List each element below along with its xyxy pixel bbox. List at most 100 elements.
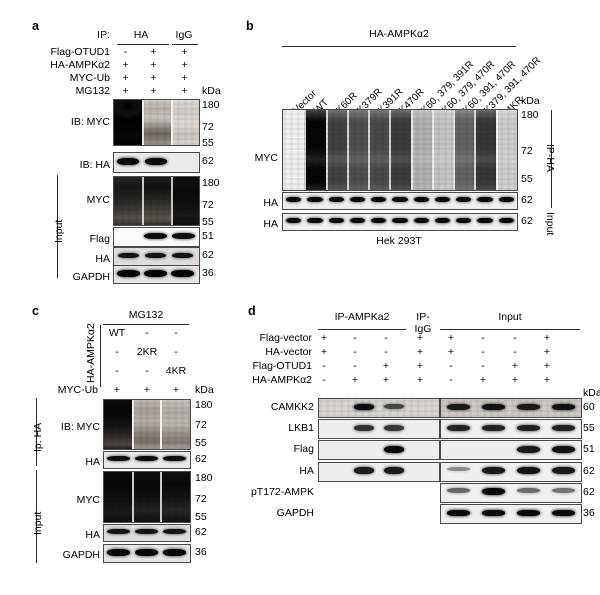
panel-c-construct-divider	[100, 325, 102, 387]
panel-a-marker-flag-51: 51	[202, 230, 214, 242]
panel-d-row-label-3: HA	[299, 464, 314, 477]
panel-b-myc-lane-6	[410, 110, 432, 190]
panel-d-treat-0-3: +	[416, 332, 424, 344]
panel-b-group-underline	[282, 46, 516, 48]
panel-a-ip-group-ha: HA	[133, 29, 149, 41]
panel-d-treat-1-7: +	[543, 346, 551, 358]
panel-d-marker-5: 36	[583, 507, 595, 519]
panel-b-band-ha1-9	[477, 197, 493, 202]
panel-a-treat-0-2: +	[181, 46, 188, 58]
panel-a-marker-55: 55	[202, 137, 214, 149]
panel-a-treat-3-0: +	[122, 85, 129, 97]
panel-c-band-gapdh-1	[107, 549, 130, 556]
panel-d-treat-0-5: -	[481, 332, 485, 344]
panel-a-gel-myc	[113, 176, 200, 226]
panel-a-marker-180: 180	[202, 99, 220, 111]
panel-c-marker-gapdh-36: 36	[195, 546, 207, 558]
panel-b-band-ha1-3	[349, 197, 366, 202]
panel-d-treat-1-4: +	[447, 346, 455, 358]
panel-d-treat-3-0: -	[322, 374, 326, 386]
panel-c-group-header: MG132	[128, 309, 164, 321]
panel-a-band-ib-ha-1	[117, 158, 139, 165]
panel-b-myc-lane-7	[431, 110, 454, 190]
panel-a-gel-flag	[113, 227, 200, 247]
panel-d-band-3-input-3	[551, 467, 576, 474]
panel-b-gel-myc	[282, 109, 518, 191]
panel-b-row-label-ha-input: HA	[263, 218, 278, 230]
panel-c-band-ha-input-1	[107, 529, 130, 534]
panel-a-label: a	[32, 19, 39, 33]
panel-a-marker-ib-ha-62: 62	[202, 155, 214, 167]
panel-b-marker-ha-input-62: 62	[521, 215, 533, 227]
panel-c-gel-gapdh	[103, 544, 191, 563]
panel-d-underline-input	[440, 329, 580, 331]
panel-d-treat-1-2: -	[384, 346, 388, 358]
panel-d-band-5-input-3	[551, 509, 576, 517]
panel-b-band-ha2-9	[477, 218, 493, 223]
panel-b-kda-header: kDa	[521, 95, 540, 107]
panel-a-treat-3-2: +	[181, 85, 188, 97]
panel-b-row-label-myc: MYC	[254, 152, 278, 164]
panel-d-band-0-input-0	[446, 403, 471, 411]
panel-a-igg-underline	[172, 44, 198, 46]
panel-d-band-2-input-2	[516, 446, 541, 453]
panel-c-band-ha-ip-2	[135, 456, 158, 461]
panel-d-gel-noise-0-ip	[319, 399, 439, 417]
panel-b-band-ha2-1	[307, 218, 323, 223]
panel-a-kda-header: kDa	[202, 85, 221, 97]
panel-d-marker-1: 55	[583, 422, 595, 435]
panel-d-gel-pt172-ampk-input	[440, 482, 582, 503]
panel-d-band-4-input-0	[446, 488, 471, 494]
panel-a-treat-2-2: +	[181, 72, 188, 84]
panel-d-group-header-input: Input	[498, 311, 522, 323]
panel-b-lane-separator-2	[325, 110, 328, 190]
panel-b-lane-separator-9	[474, 110, 477, 190]
panel-d-row-label-4: pT172-AMPK	[250, 485, 314, 498]
panel-d-band-4-input-2	[516, 488, 541, 493]
panel-b-myc-lane-4	[368, 110, 390, 190]
panel-d-underline-ip	[318, 329, 406, 331]
panel-b-myc-lane-10	[495, 110, 517, 190]
panel-d-band-2-ip-2	[384, 446, 404, 453]
panel-d-band-0-input-1	[481, 403, 506, 411]
panel-d-band-2-input-3	[551, 446, 576, 453]
panel-d-gel-gapdh-input	[440, 504, 582, 524]
panel-d-gel-lkb1-ip	[318, 419, 440, 440]
panel-d-treat-0-4: +	[447, 332, 455, 344]
panel-d-treat-3-3: +	[416, 374, 424, 386]
panel-d-treat-0-2: -	[384, 332, 388, 344]
panel-d-gel-camkk2-ip	[318, 398, 440, 418]
panel-b-lane-separator-1	[304, 110, 307, 190]
panel-a-ha-underline	[117, 44, 169, 46]
panel-b-band-ha2-3	[349, 218, 366, 223]
panel-d-marker-4: 62	[583, 485, 595, 498]
panel-d-treat-2-0: -	[322, 360, 326, 372]
panel-a-gel-ha	[113, 247, 200, 266]
panel-c-marker-180: 180	[195, 399, 213, 411]
panel-c-treat-mycub-2: +	[172, 384, 180, 396]
panel-b-band-ha1-5	[392, 197, 408, 202]
panel-b-lane-separator-6	[410, 110, 413, 190]
panel-b-lane-separator-7	[431, 110, 434, 190]
panel-d-treat-3-2: +	[382, 374, 390, 386]
panel-a-treat-label-2: MYC-Ub	[69, 72, 110, 84]
panel-b-group-header: HA-AMPKα2	[369, 28, 429, 40]
panel-b-gel-ha-ip	[282, 192, 518, 210]
panel-b-band-ha1-8	[456, 197, 472, 202]
panel-d: d IP-AMPKa2 IP- IgG Input Flag-vector + - -…	[240, 290, 600, 595]
panel-d-treat-3-5: +	[479, 374, 487, 386]
panel-c-marker-55: 55	[195, 437, 207, 449]
panel-d-marker-2: 51	[583, 443, 595, 456]
panel-b-bracket-ip-ha-label: IP-HA	[544, 144, 556, 173]
panel-d-treat-3-7: +	[543, 374, 551, 386]
panel-a-gel-gapdh	[113, 265, 200, 284]
panel-c-bracket-ip-ha	[36, 398, 38, 466]
panel-b-myc-lane-9	[474, 110, 496, 190]
panel-d-band-3-ip-1	[354, 467, 374, 474]
panel-d-treat-1-6: -	[513, 346, 517, 358]
panel-b-band-ha2-0	[285, 218, 302, 223]
panel-c-row-label-ib-myc: IB: MYC	[60, 421, 100, 433]
panel-c-construct-1-2: -	[174, 346, 178, 358]
panel-a-row-label-ib-myc: IB: MYC	[70, 116, 110, 128]
panel-d-band-1-input-1	[481, 424, 506, 432]
